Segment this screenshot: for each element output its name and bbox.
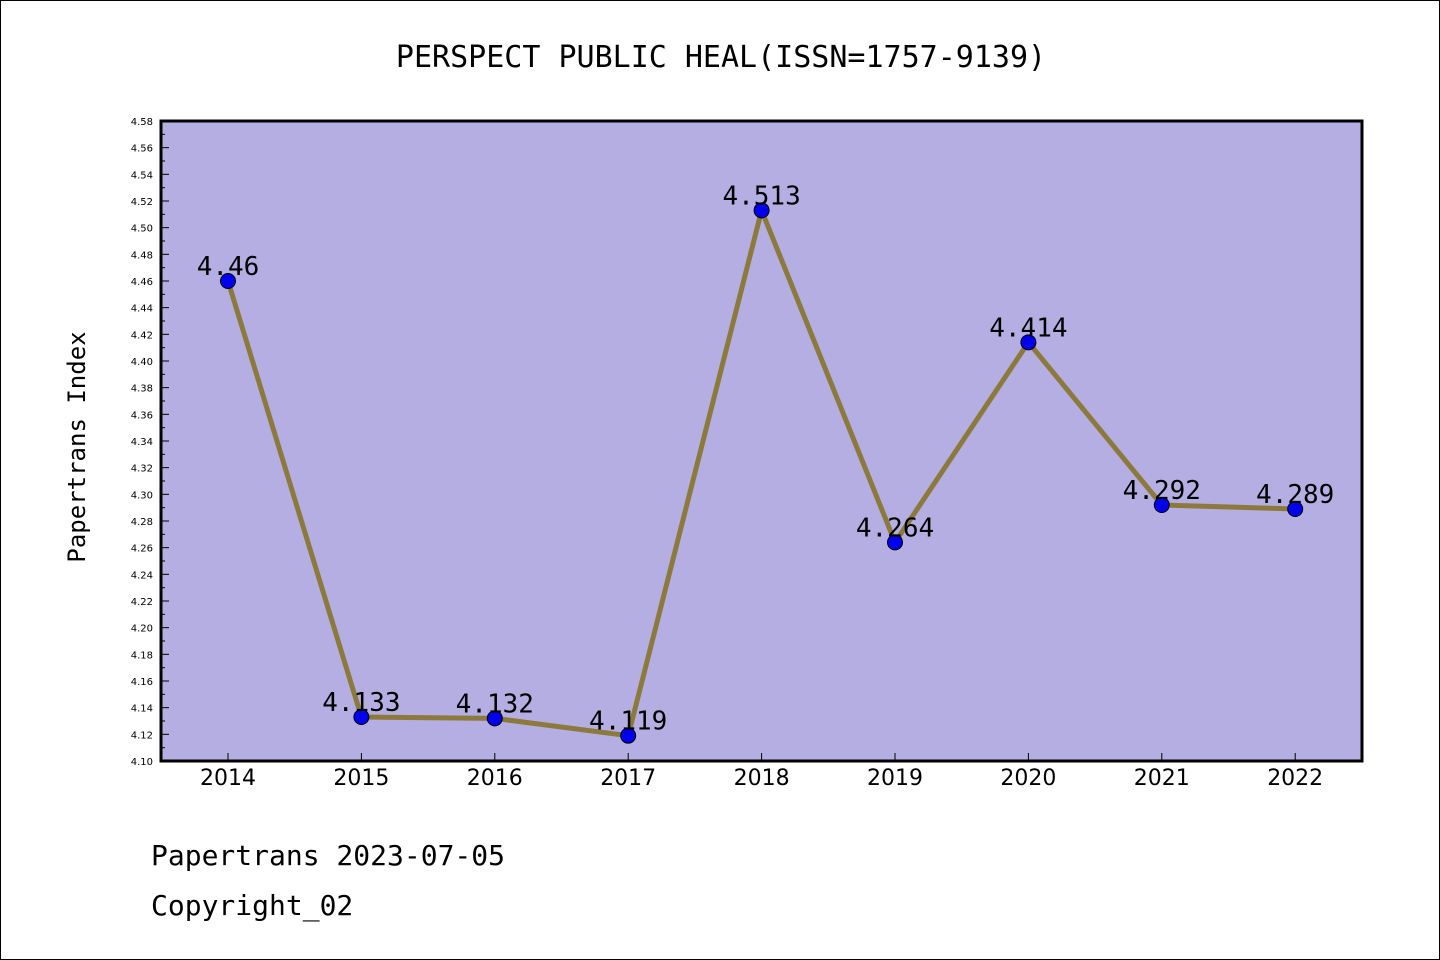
y-tick-label: 4.28 bbox=[131, 517, 153, 528]
y-tick-label: 4.32 bbox=[131, 464, 153, 475]
data-point bbox=[887, 534, 903, 551]
y-tick-label: 4.40 bbox=[131, 357, 153, 368]
y-tick-label: 4.24 bbox=[131, 570, 153, 581]
y-tick-label: 4.30 bbox=[131, 490, 153, 501]
x-tick-label: 2015 bbox=[333, 766, 389, 791]
data-point bbox=[1153, 497, 1170, 513]
data-label: 4.132 bbox=[456, 689, 534, 719]
data-label: 4.133 bbox=[322, 688, 400, 718]
y-tick-label: 4.18 bbox=[131, 650, 153, 661]
plot-area bbox=[159, 119, 1364, 763]
x-tick-label: 2022 bbox=[1267, 766, 1323, 791]
data-labels: 4.46 4.133 4.132 4.119 4.513 4.264 4.414 4.292 4… bbox=[197, 181, 1335, 736]
y-axis-label: Papertrans Index bbox=[63, 331, 91, 562]
data-point bbox=[220, 273, 236, 289]
y-tick-label: 4.22 bbox=[131, 597, 153, 608]
x-tick-label: 2019 bbox=[867, 766, 923, 791]
data-label: 4.289 bbox=[1256, 480, 1334, 510]
data-label: 4.119 bbox=[589, 707, 667, 737]
data-point bbox=[486, 710, 503, 727]
x-tick-label: 2018 bbox=[734, 766, 790, 791]
data-label: 4.513 bbox=[722, 181, 800, 211]
data-point bbox=[620, 727, 637, 744]
footer-date: Papertrans 2023-07-05 bbox=[151, 839, 505, 872]
data-point bbox=[753, 202, 770, 219]
data-point bbox=[353, 709, 370, 725]
x-axis: 2014 2015 2016 2017 2018 2019 2020 2021 2022 bbox=[200, 753, 1323, 791]
y-tick-label: 4.54 bbox=[131, 170, 153, 181]
data-markers bbox=[220, 202, 1304, 744]
x-tick-label: 2021 bbox=[1134, 766, 1190, 791]
x-tick-label: 2016 bbox=[467, 766, 523, 791]
chart-title: PERSPECT PUBLIC HEAL(ISSN=1757-9139) bbox=[396, 40, 1046, 75]
y-tick-label: 4.42 bbox=[131, 330, 153, 341]
y-axis: 4.10 4.12 4.14 4.16 4.18 4.20 4.22 4.24 4.26 4.28… bbox=[131, 117, 169, 768]
y-tick-label: 4.58 bbox=[131, 117, 153, 128]
data-label: 4.46 bbox=[197, 252, 260, 282]
y-tick-label: 4.14 bbox=[131, 704, 153, 715]
x-tick-label: 2020 bbox=[1000, 766, 1056, 791]
y-tick-label: 4.34 bbox=[131, 437, 153, 448]
data-label: 4.414 bbox=[989, 313, 1067, 343]
y-tick-label: 4.26 bbox=[131, 544, 153, 555]
y-tick-label: 4.56 bbox=[131, 144, 153, 155]
y-tick-label: 4.46 bbox=[131, 277, 153, 288]
y-tick-label: 4.10 bbox=[131, 757, 153, 768]
y-tick-label: 4.38 bbox=[131, 384, 153, 395]
y-tick-label: 4.36 bbox=[131, 410, 153, 421]
data-label: 4.292 bbox=[1123, 476, 1201, 506]
data-point bbox=[1020, 334, 1037, 351]
y-tick-label: 4.16 bbox=[131, 677, 153, 688]
y-tick-label: 4.20 bbox=[131, 624, 153, 635]
y-tick-label: 4.44 bbox=[131, 304, 153, 315]
y-tick-label: 4.48 bbox=[131, 250, 153, 261]
y-tick-label: 4.52 bbox=[131, 197, 153, 208]
data-label: 4.264 bbox=[856, 513, 934, 543]
x-tick-label: 2017 bbox=[600, 766, 656, 791]
y-tick-label: 4.12 bbox=[131, 730, 153, 741]
footer-copyright: Copyright_02 bbox=[151, 889, 353, 923]
data-point bbox=[1287, 501, 1304, 517]
y-tick-label: 4.50 bbox=[131, 224, 153, 235]
x-tick-label: 2014 bbox=[200, 766, 256, 791]
